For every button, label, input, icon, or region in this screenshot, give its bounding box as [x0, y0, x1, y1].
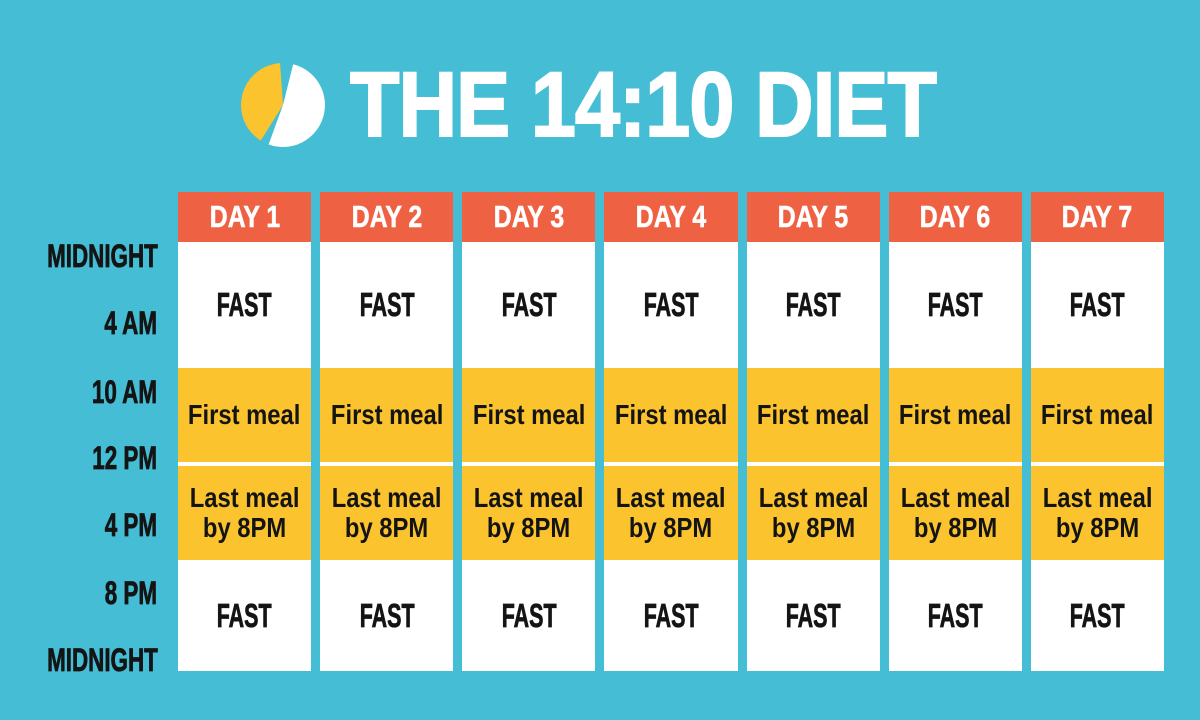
time-label-10am: 10 AM — [91, 374, 158, 410]
cell-label: FAST — [785, 596, 841, 634]
noon-divider — [178, 462, 312, 466]
cell-label: Last meal by 8PM — [758, 482, 869, 543]
schedule-table: DAY 1 FAST First meal Last meal by 8PM F… — [178, 192, 1164, 671]
cell-fast-late: FAST — [888, 560, 1022, 671]
cell-last-meal: Last meal by 8PM — [604, 466, 738, 560]
cell-fast-late: FAST — [462, 560, 596, 671]
day-header-label: DAY 4 — [635, 199, 707, 235]
cell-fast-late: FAST — [1030, 560, 1164, 671]
noon-divider — [320, 462, 454, 466]
cell-last-meal: Last meal by 8PM — [888, 466, 1022, 560]
cell-first-meal: First meal — [462, 368, 596, 462]
day-header-label: DAY 1 — [209, 199, 280, 235]
day-header: DAY 4 — [604, 192, 738, 242]
cell-label: FAST — [501, 286, 557, 324]
day-header-label: DAY 5 — [777, 199, 849, 235]
cell-fast-late: FAST — [320, 560, 454, 671]
day-header-label: DAY 3 — [493, 199, 565, 235]
day-column-3: DAY 3 FAST First meal Last meal by 8PM F… — [462, 192, 596, 671]
cell-first-meal: First meal — [746, 368, 880, 462]
noon-divider — [604, 462, 738, 466]
cell-label: Last meal by 8PM — [1042, 482, 1153, 543]
cell-last-meal: Last meal by 8PM — [178, 466, 312, 560]
eating-slice — [240, 63, 283, 141]
cell-label: FAST — [217, 286, 272, 324]
cell-fast-late: FAST — [746, 560, 880, 671]
pie-clock-logo-icon — [240, 63, 325, 147]
cell-label: FAST — [1069, 596, 1125, 634]
cell-label: First meal — [1041, 399, 1154, 430]
day-column-7: DAY 7 FAST First meal Last meal by 8PM F… — [1030, 192, 1164, 671]
day-column-4: DAY 4 FAST First meal Last meal by 8PM F… — [604, 192, 738, 671]
day-column-6: DAY 6 FAST First meal Last meal by 8PM F… — [888, 192, 1022, 671]
cell-label: Last meal by 8PM — [900, 482, 1011, 543]
time-label-8pm: 8 PM — [104, 575, 157, 611]
time-label-4pm: 4 PM — [104, 507, 157, 543]
time-label-midnight-bottom: MIDNIGHT — [47, 642, 158, 678]
cell-label: First meal — [330, 399, 443, 430]
time-label-midnight-top: MIDNIGHT — [47, 238, 158, 274]
cell-label: Last meal by 8PM — [616, 482, 726, 543]
day-header-label: DAY 7 — [1062, 199, 1133, 235]
cell-label: Last meal by 8PM — [473, 482, 584, 543]
day-header: DAY 6 — [888, 192, 1022, 242]
noon-divider — [888, 462, 1022, 466]
cell-fast-early: FAST — [888, 242, 1022, 368]
cell-label: First meal — [472, 399, 586, 430]
day-header: DAY 5 — [746, 192, 880, 242]
cell-last-meal: Last meal by 8PM — [462, 466, 596, 560]
cell-label: First meal — [188, 399, 301, 430]
cell-label: FAST — [927, 596, 983, 634]
cell-first-meal: First meal — [320, 368, 454, 462]
cell-label: FAST — [359, 286, 415, 324]
cell-label: FAST — [359, 596, 415, 634]
cell-first-meal: First meal — [888, 368, 1022, 462]
day-header: DAY 1 — [178, 192, 312, 242]
day-header-label: DAY 6 — [920, 199, 991, 235]
cell-label: Last meal by 8PM — [331, 482, 442, 543]
cell-label: FAST — [1069, 286, 1125, 324]
cell-fast-early: FAST — [746, 242, 880, 368]
cell-first-meal: First meal — [604, 368, 738, 462]
cell-fast-late: FAST — [178, 560, 312, 671]
cell-label: FAST — [643, 596, 699, 634]
cell-fast-early: FAST — [178, 242, 312, 368]
cell-last-meal: Last meal by 8PM — [1030, 466, 1164, 560]
day-column-1: DAY 1 FAST First meal Last meal by 8PM F… — [178, 192, 312, 671]
time-label-12pm: 12 PM — [92, 440, 157, 476]
noon-divider — [1030, 462, 1164, 466]
cell-label: FAST — [217, 596, 272, 634]
cell-label: First meal — [899, 399, 1012, 430]
cell-label: FAST — [927, 286, 983, 324]
time-label-4am: 4 AM — [104, 305, 157, 341]
day-column-2: DAY 2 FAST First meal Last meal by 8PM F… — [320, 192, 454, 671]
day-column-5: DAY 5 FAST First meal Last meal by 8PM F… — [746, 192, 880, 671]
cell-fast-early: FAST — [462, 242, 596, 368]
cell-label: FAST — [501, 596, 557, 634]
cell-fast-early: FAST — [1030, 242, 1164, 368]
fasting-slice — [268, 64, 325, 147]
page-title: THE 14:10 DIET — [349, 53, 938, 157]
cell-first-meal: First meal — [178, 368, 312, 462]
noon-divider — [462, 462, 596, 466]
cell-fast-early: FAST — [604, 242, 738, 368]
cell-label: Last meal by 8PM — [189, 482, 300, 543]
cell-label: FAST — [785, 286, 841, 324]
day-header: DAY 2 — [320, 192, 454, 242]
noon-divider — [746, 462, 880, 466]
cell-last-meal: Last meal by 8PM — [746, 466, 880, 560]
cell-fast-late: FAST — [604, 560, 738, 671]
cell-label: FAST — [643, 286, 699, 324]
cell-last-meal: Last meal by 8PM — [320, 466, 454, 560]
cell-first-meal: First meal — [1030, 368, 1164, 462]
cell-label: First meal — [614, 399, 728, 430]
day-header-label: DAY 2 — [351, 199, 422, 235]
day-header: DAY 7 — [1030, 192, 1164, 242]
cell-label: First meal — [756, 399, 870, 430]
cell-fast-early: FAST — [320, 242, 454, 368]
day-header: DAY 3 — [462, 192, 596, 242]
